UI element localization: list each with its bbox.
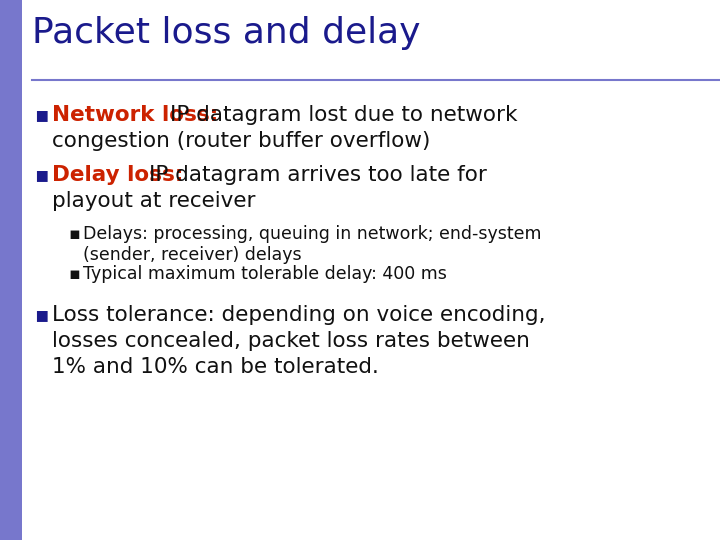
Text: IP datagram lost due to network: IP datagram lost due to network <box>170 105 518 125</box>
Text: ▪: ▪ <box>34 105 49 125</box>
Text: 1% and 10% can be tolerated.: 1% and 10% can be tolerated. <box>52 357 379 377</box>
Text: Delay loss:: Delay loss: <box>52 165 184 185</box>
Text: Delays: processing, queuing in network; end-system: Delays: processing, queuing in network; … <box>83 225 541 243</box>
Text: congestion (router buffer overflow): congestion (router buffer overflow) <box>52 131 431 151</box>
Text: ▪: ▪ <box>34 305 49 325</box>
Text: Loss tolerance: depending on voice encoding,: Loss tolerance: depending on voice encod… <box>52 305 546 325</box>
Text: losses concealed, packet loss rates between: losses concealed, packet loss rates betw… <box>52 331 530 351</box>
Text: playout at receiver: playout at receiver <box>52 191 256 211</box>
Text: IP datagram arrives too late for: IP datagram arrives too late for <box>149 165 487 185</box>
Text: Typical maximum tolerable delay: 400 ms: Typical maximum tolerable delay: 400 ms <box>83 265 447 283</box>
Text: ▪: ▪ <box>34 165 49 185</box>
Text: Network loss:: Network loss: <box>52 105 218 125</box>
Bar <box>0 0 22 540</box>
Text: (sender, receiver) delays: (sender, receiver) delays <box>83 246 302 264</box>
Text: ▪: ▪ <box>68 225 80 243</box>
Text: Packet loss and delay: Packet loss and delay <box>32 16 420 50</box>
Text: ▪: ▪ <box>68 265 80 283</box>
